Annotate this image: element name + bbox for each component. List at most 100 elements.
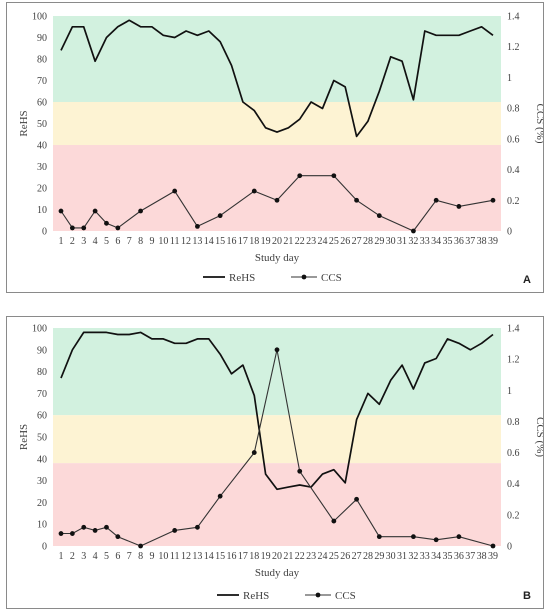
- ccs-point: [217, 493, 223, 499]
- y2-tick-label: 0: [507, 227, 512, 238]
- x-tick-label: 1: [59, 236, 64, 247]
- legend-label-ccs: CCS: [335, 590, 356, 602]
- ccs-point: [490, 543, 496, 549]
- ccs-point: [456, 204, 462, 209]
- x-tick-label: 22: [295, 551, 305, 562]
- y-tick-label: 90: [37, 345, 47, 356]
- x-tick-label: 27: [352, 551, 362, 562]
- x-tick-label: 2: [70, 236, 75, 247]
- ccs-point: [376, 534, 382, 540]
- x-axis-title: Study day: [255, 567, 300, 579]
- ccs-point: [92, 528, 98, 533]
- x-tick-label: 29: [374, 236, 384, 247]
- y-tick-label: 40: [37, 454, 47, 465]
- x-tick-label: 31: [397, 551, 407, 562]
- x-tick-label: 15: [215, 236, 225, 247]
- y2-tick-label: 0.8: [507, 417, 520, 428]
- y2-tick-label: 1: [507, 73, 512, 84]
- ccs-point: [138, 543, 143, 549]
- chart-b: 0 10 20 30 40 50 60 70 80 90 100 0 0.2 0.4 0.6 0.8 1 1.2 1…: [18, 324, 543, 603]
- x-tick-label: 2: [70, 551, 75, 562]
- chart-panel-a: 0 10 20 30 40 50 60 70 80 90 100 0 0.2 0.4 0.6 0.8 1 1.2 1…: [6, 2, 544, 293]
- y2-axis-title: CCS (%): [534, 417, 543, 457]
- x-tick-label: 30: [386, 236, 396, 247]
- band-2: [53, 145, 501, 231]
- ccs-point: [411, 228, 416, 234]
- ccs-point: [172, 528, 178, 533]
- x-tick-label: 36: [454, 236, 464, 247]
- x-tick-label: 38: [477, 551, 487, 562]
- ccs-point: [274, 197, 280, 203]
- x-tick-label: 33: [420, 236, 430, 247]
- x-tick-label: 5: [104, 551, 109, 562]
- x-tick-label: 24: [317, 551, 327, 562]
- band-1: [53, 415, 501, 464]
- x-tick-label: 14: [204, 236, 214, 247]
- x-tick-label: 18: [249, 236, 259, 247]
- x-tick-label: 12: [181, 236, 191, 247]
- ccs-point: [81, 524, 87, 530]
- chart-panel-b: 0 10 20 30 40 50 60 70 80 90 100 0 0.2 0.4 0.6 0.8 1 1.2 1…: [6, 316, 544, 609]
- x-tick-label: 6: [115, 551, 120, 562]
- x-tick-label: 20: [272, 551, 282, 562]
- y2-tick-label: 1.2: [507, 355, 520, 366]
- x-tick-label: 39: [488, 236, 498, 247]
- ccs-point: [195, 524, 200, 530]
- series-line-rehs: [60, 19, 494, 138]
- x-tick-label: 1: [59, 551, 64, 562]
- ccs-point: [354, 496, 359, 502]
- x-tick-label: 10: [158, 551, 168, 562]
- x-tick-label: 16: [227, 551, 237, 562]
- x-tick-label: 37: [465, 551, 475, 562]
- y2-tick-label: 0.2: [507, 196, 520, 207]
- x-tick-label: 29: [374, 551, 384, 562]
- y2-tick-label: 0.6: [507, 448, 520, 459]
- ccs-point: [411, 534, 416, 540]
- x-tick-label: 7: [127, 551, 132, 562]
- x-tick-label: 26: [340, 236, 350, 247]
- x-tick-label: 24: [317, 236, 327, 247]
- panel-label: A: [523, 274, 531, 286]
- y-tick-label: 100: [32, 324, 47, 335]
- x-tick-label: 38: [477, 236, 487, 247]
- x-tick-label: 30: [386, 551, 396, 562]
- y-tick-label: 80: [37, 367, 47, 378]
- ccs-point: [297, 173, 303, 179]
- y-tick-label: 10: [37, 520, 47, 531]
- x-tick-label: 28: [363, 236, 373, 247]
- x-tick-label: 8: [138, 236, 143, 247]
- x-tick-label: 19: [261, 236, 271, 247]
- y-tick-label: 100: [32, 12, 47, 23]
- ccs-point: [138, 208, 143, 214]
- x-tick-label: 19: [261, 551, 271, 562]
- y2-tick-label: 1: [507, 386, 512, 397]
- ccs-point: [69, 225, 75, 231]
- y-axis-title: ReHS: [18, 424, 30, 450]
- y-tick-label: 20: [37, 184, 47, 195]
- y2-tick-label: 0.8: [507, 104, 520, 115]
- ccs-point: [433, 197, 439, 203]
- y2-tick-label: 0.2: [507, 510, 520, 521]
- x-tick-label: 3: [81, 551, 86, 562]
- x-tick-label: 35: [443, 551, 453, 562]
- x-tick-label: 4: [93, 236, 98, 247]
- x-tick-label: 16: [227, 236, 237, 247]
- x-tick-label: 4: [93, 551, 98, 562]
- legend-label-rehs: ReHS: [243, 590, 269, 602]
- y-tick-label: 70: [37, 76, 47, 87]
- ccs-point: [354, 197, 359, 203]
- ccs-point: [104, 524, 109, 530]
- x-tick-label: 26: [340, 551, 350, 562]
- y-tick-label: 0: [42, 227, 47, 238]
- x-tick-label: 13: [192, 551, 202, 562]
- x-tick-label: 8: [138, 551, 143, 562]
- x-tick-label: 39: [488, 551, 498, 562]
- x-tick-label: 25: [329, 551, 339, 562]
- y2-tick-label: 1.4: [507, 12, 520, 23]
- x-tick-label: 9: [149, 551, 154, 562]
- x-tick-label: 33: [420, 551, 430, 562]
- ccs-point: [490, 197, 496, 203]
- band-1: [53, 102, 501, 145]
- y-tick-label: 40: [37, 141, 47, 152]
- y-tick-label: 30: [37, 162, 47, 173]
